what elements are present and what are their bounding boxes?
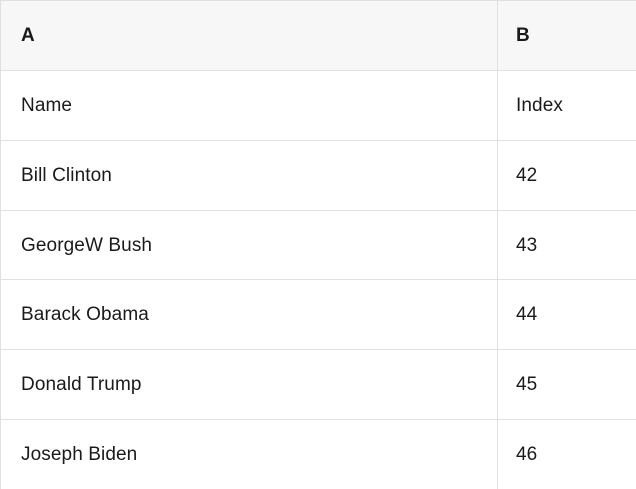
table-row: Bill Clinton 42 — [1, 140, 636, 211]
table-cell[interactable]: 45 — [516, 374, 538, 396]
header-row: A B — [1, 1, 636, 71]
table-cell[interactable]: Index — [516, 94, 563, 116]
table-cell[interactable]: Joseph Biden — [1, 420, 498, 489]
table-cell[interactable]: 44 — [516, 304, 538, 326]
table-row: Donald Trump 45 — [1, 350, 636, 421]
table-row: Barack Obama 44 — [1, 280, 636, 351]
table-cell[interactable]: Donald Trump — [1, 350, 498, 420]
table-row: Joseph Biden 46 — [1, 420, 636, 489]
column-header-b[interactable]: B — [516, 24, 530, 46]
table-cell[interactable]: 42 — [516, 164, 538, 186]
table-row: GeorgeW Bush 43 — [1, 210, 636, 281]
table-cell[interactable]: GeorgeW Bush — [1, 210, 498, 280]
table-row: Name Index — [1, 70, 636, 141]
table-cell[interactable]: 46 — [516, 444, 538, 466]
table-cell[interactable]: Name — [1, 70, 498, 140]
table-cell[interactable]: Barack Obama — [1, 280, 498, 350]
table-cell[interactable]: 43 — [516, 234, 538, 256]
table-cell[interactable]: Bill Clinton — [1, 140, 498, 210]
column-header-a[interactable]: A — [1, 1, 498, 70]
